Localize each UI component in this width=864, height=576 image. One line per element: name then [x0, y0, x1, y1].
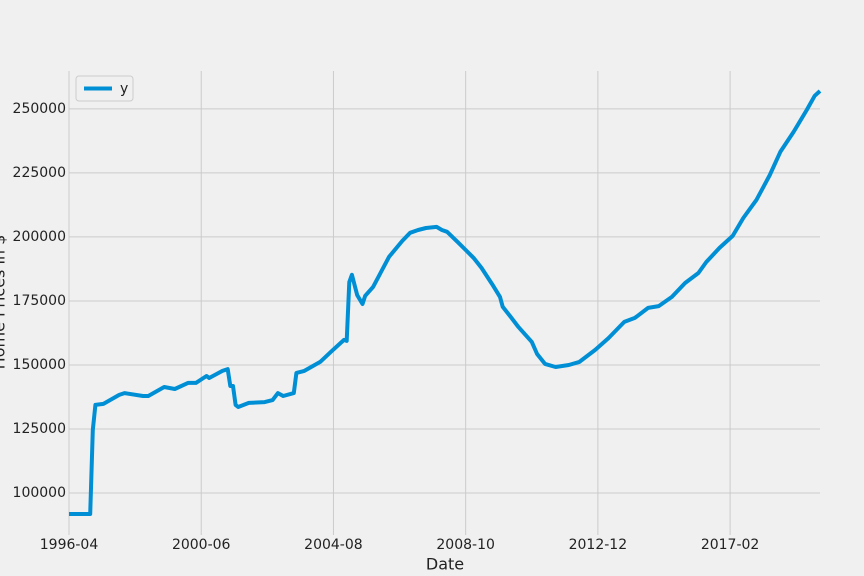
plot: [69, 89, 822, 516]
x-tick-label: 2004-08: [304, 537, 363, 553]
y-tick-label: 250000: [13, 101, 66, 117]
x-tick-label: 1996-04: [40, 537, 99, 553]
y-tick-label: 225000: [13, 165, 66, 181]
x-tick-label: 2012-12: [569, 537, 628, 553]
grid: [68, 71, 820, 535]
legend-label: y: [120, 81, 128, 97]
y-tick-label: 200000: [13, 229, 66, 245]
x-tick-label: 2017-02: [701, 537, 760, 553]
x-axis-label: Date: [426, 555, 464, 574]
y-tick-label: 150000: [13, 357, 66, 373]
line: [69, 89, 822, 516]
y-tick-label: 125000: [13, 421, 66, 437]
x-tick-label: 2000-06: [172, 537, 231, 553]
x-tick-label: 2008-10: [436, 537, 495, 553]
y-tick-label: 100000: [13, 485, 66, 501]
y-tick-label: 175000: [13, 293, 66, 309]
y-axis-label: Home Prices in $: [0, 235, 9, 370]
